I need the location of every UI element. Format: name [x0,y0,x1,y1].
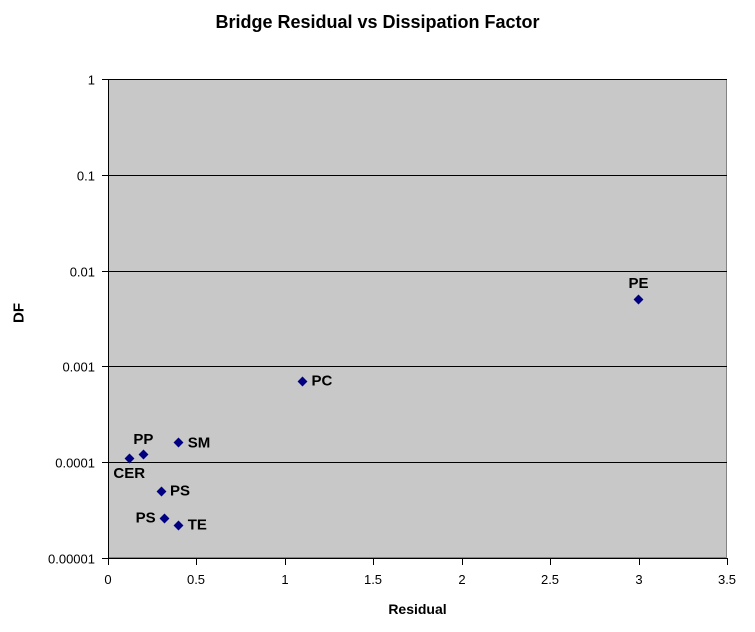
data-point-label: PC [311,372,333,390]
x-tick-label: 0.5 [186,572,206,587]
y-tick-mark [102,79,108,80]
data-point-label: TE [187,516,207,534]
y-tick-label: 0.01 [69,264,95,280]
x-tick-mark [373,559,374,565]
x-tick-label: 1.5 [363,572,383,587]
y-tick-mark [102,366,108,367]
y-tick-label: 0.0001 [55,455,95,471]
x-tick-label: 3 [635,572,643,587]
x-tick-label: 3.5 [717,572,737,587]
x-tick-mark [727,559,728,565]
x-tick-mark [462,559,463,565]
x-tick-mark [108,559,109,565]
x-axis-line [108,558,728,559]
y-tick-label: 0.00001 [48,551,95,567]
chart-title: Bridge Residual vs Dissipation Factor [215,12,540,32]
data-point-label: PE [628,275,649,293]
y-gridline [108,366,727,367]
y-gridline [108,79,727,80]
y-axis-line [108,79,109,559]
data-point-label: PP [133,430,154,448]
data-point-label: PS [170,482,191,500]
data-point-label: SM [187,434,211,452]
y-tick-mark [102,462,108,463]
x-tick-label: 2 [458,572,466,587]
y-tick-mark [102,271,108,272]
y-gridline [108,462,727,463]
y-tick-label: 0.001 [62,359,95,375]
x-tick-mark [285,559,286,565]
y-axis-title: DF [10,303,28,323]
x-tick-mark [196,559,197,565]
y-tick-label: 0.1 [76,168,95,184]
y-gridline [108,271,727,272]
y-tick-mark [102,558,108,559]
plot-area [108,79,727,558]
x-tick-label: 0 [104,572,112,587]
x-tick-label: 2.5 [540,572,560,587]
data-point-label: PS [135,509,156,527]
x-tick-label: 1 [281,572,289,587]
y-tick-mark [102,175,108,176]
y-gridline [108,175,727,176]
data-point-label: CER [113,465,146,483]
x-tick-mark [639,559,640,565]
y-tick-label: 1 [87,72,95,88]
x-axis-title: Residual [388,601,447,617]
x-tick-mark [550,559,551,565]
